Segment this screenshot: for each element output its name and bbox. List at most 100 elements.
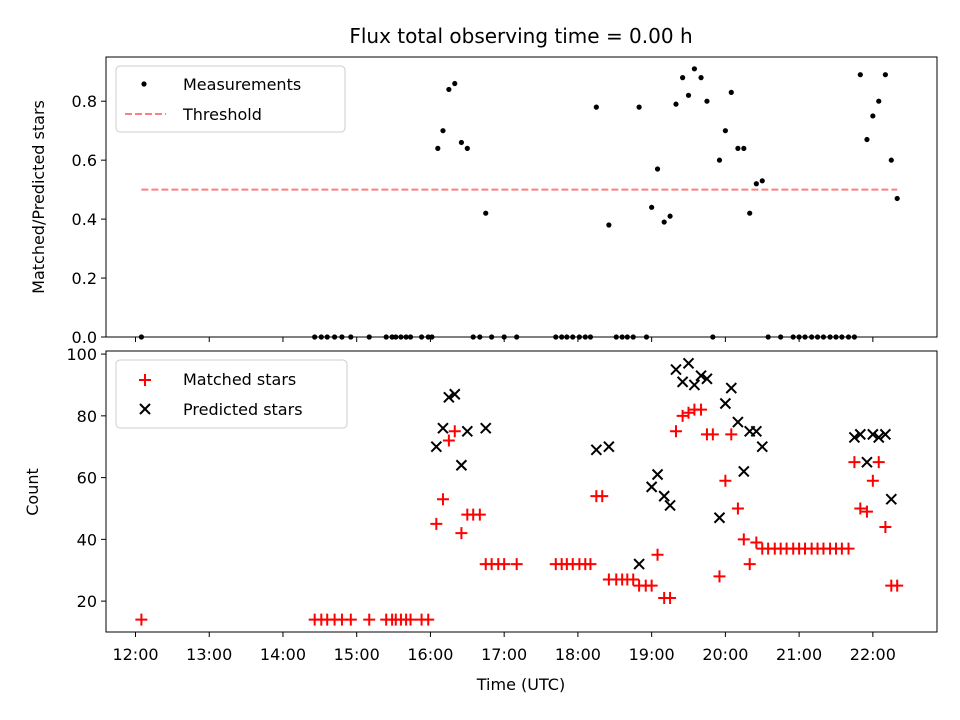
matched-stars-point: [706, 428, 719, 441]
bottom-x-tick-label: 16:00: [407, 645, 453, 664]
predicted-stars-point: [461, 425, 474, 437]
top-x-ticks: [134, 337, 874, 342]
measurements-point: [894, 195, 900, 202]
bottom-legend-box: [115, 359, 348, 429]
measurements-point: [753, 181, 759, 187]
measurements-point: [483, 210, 489, 216]
measurements-point: [691, 66, 698, 72]
predicted-stars-point: [879, 428, 892, 441]
matched-stars-point: [422, 613, 435, 626]
matched-stars-point: [860, 505, 873, 518]
matched-stars-point: [473, 508, 486, 521]
matched-stars-point: [731, 502, 744, 515]
matched-stars-point: [725, 428, 738, 441]
matched-stars-point: [879, 521, 892, 534]
predicted-stars-point: [590, 444, 603, 456]
matched-stars-point: [669, 425, 682, 438]
bottom-panel: 20 40 60 80 100 12:00 13:00 14:00 15:00 16:00 17:…: [23, 345, 938, 694]
matched-stars-point: [436, 493, 449, 506]
predicted-stars-point: [658, 490, 670, 502]
bottom-x-tick-label: 20:00: [702, 645, 748, 664]
bottom-y-tick-label: 80: [77, 407, 97, 426]
predicted-stars-point: [854, 428, 867, 441]
top-y-ticks: 0.0 0.2 0.4 0.6 0.8: [72, 92, 106, 347]
bottom-y-tick-label: 40: [77, 530, 97, 549]
predicted-stars-point: [719, 397, 732, 410]
legend-measurements-label: Measurements: [183, 75, 301, 94]
top-legend: Measurements Threshold: [115, 65, 346, 133]
bottom-x-tick-label: 17:00: [481, 645, 527, 664]
predicted-stars-point: [688, 379, 701, 391]
predicted-stars-point: [651, 468, 664, 481]
matched-stars-point: [498, 558, 511, 571]
matched-stars-point: [430, 517, 443, 530]
top-y-tick-label: 0.8: [72, 92, 97, 111]
predicted-stars-point: [664, 499, 676, 512]
measurements-point: [735, 145, 741, 151]
measurements-point: [593, 104, 599, 110]
measurements-point: [440, 128, 446, 134]
predicted-stars-point: [867, 428, 879, 441]
bottom-x-tick-label: 18:00: [555, 645, 601, 664]
measurements-point: [458, 139, 465, 146]
matched-stars-point: [363, 613, 376, 626]
bottom-legend: Matched stars Predicted stars: [115, 359, 348, 429]
bottom-x-tick-label: 15:00: [334, 645, 380, 664]
predicted-stars-point: [756, 441, 768, 453]
measurements-point: [876, 98, 882, 104]
measurements-point: [704, 98, 710, 104]
measurements-point: [661, 219, 667, 225]
predicted-stars-point: [750, 425, 763, 437]
top-y-tick-label: 0.2: [72, 269, 97, 288]
bottom-y-tick-label: 60: [77, 469, 97, 488]
matched-stars-point: [510, 558, 523, 571]
bottom-x-tick-label: 21:00: [776, 645, 822, 664]
matched-stars-point: [854, 502, 867, 515]
bottom-y-tick-label: 20: [77, 592, 97, 611]
bottom-x-tick-label: 22:00: [850, 645, 896, 664]
matched-stars-point: [584, 558, 597, 571]
legend-predicted-label: Predicted stars: [183, 400, 303, 419]
predicted-stars-point: [430, 441, 443, 453]
matched-stars-point: [737, 533, 750, 546]
matched-stars-point: [719, 474, 732, 487]
measurements-point: [667, 213, 673, 219]
chart-title: Flux total observing time = 0.00 h: [349, 24, 692, 48]
predicted-stars-point: [701, 373, 713, 385]
predicted-stars-point: [738, 465, 750, 478]
measurements-point: [882, 72, 888, 78]
predicted-stars-point: [682, 357, 695, 370]
matched-stars-point: [651, 548, 664, 561]
measurements-point: [636, 104, 642, 110]
bottom-y-tick-label: 100: [66, 345, 97, 364]
matched-stars-point: [750, 536, 763, 549]
measurements-point: [741, 145, 747, 151]
top-y-axis-label: Matched/Predicted stars: [29, 100, 48, 294]
predicted-stars-point: [885, 493, 897, 505]
top-y-tick-label: 0.6: [72, 151, 97, 170]
matched-stars-point: [713, 570, 726, 583]
bottom-x-tick-label: 14:00: [260, 645, 306, 664]
measurements-point: [716, 157, 723, 163]
matched-stars-point: [743, 558, 756, 571]
measurements-point: [747, 210, 753, 216]
predicted-stars-point: [713, 512, 726, 524]
measurements-point: [680, 75, 686, 81]
legend-threshold-label: Threshold: [182, 105, 262, 124]
measurements-point: [857, 72, 863, 78]
measurements-point: [452, 80, 458, 87]
matched-stars-point: [664, 592, 677, 605]
predicted-stars-point: [480, 422, 492, 434]
bottom-x-tick-label: 19:00: [629, 645, 675, 664]
matched-stars-point: [455, 527, 468, 540]
predicted-stars-point: [732, 416, 744, 428]
bottom-y-axis-label: Count: [23, 468, 42, 516]
matched-stars-point: [448, 425, 461, 438]
bottom-plot-marks: [135, 357, 904, 626]
top-legend-box: [115, 65, 346, 133]
bottom-x-tick-label: 13:00: [186, 645, 232, 664]
measurements-point: [649, 204, 655, 210]
matched-stars-point: [891, 579, 904, 592]
measurements-point: [870, 113, 876, 119]
